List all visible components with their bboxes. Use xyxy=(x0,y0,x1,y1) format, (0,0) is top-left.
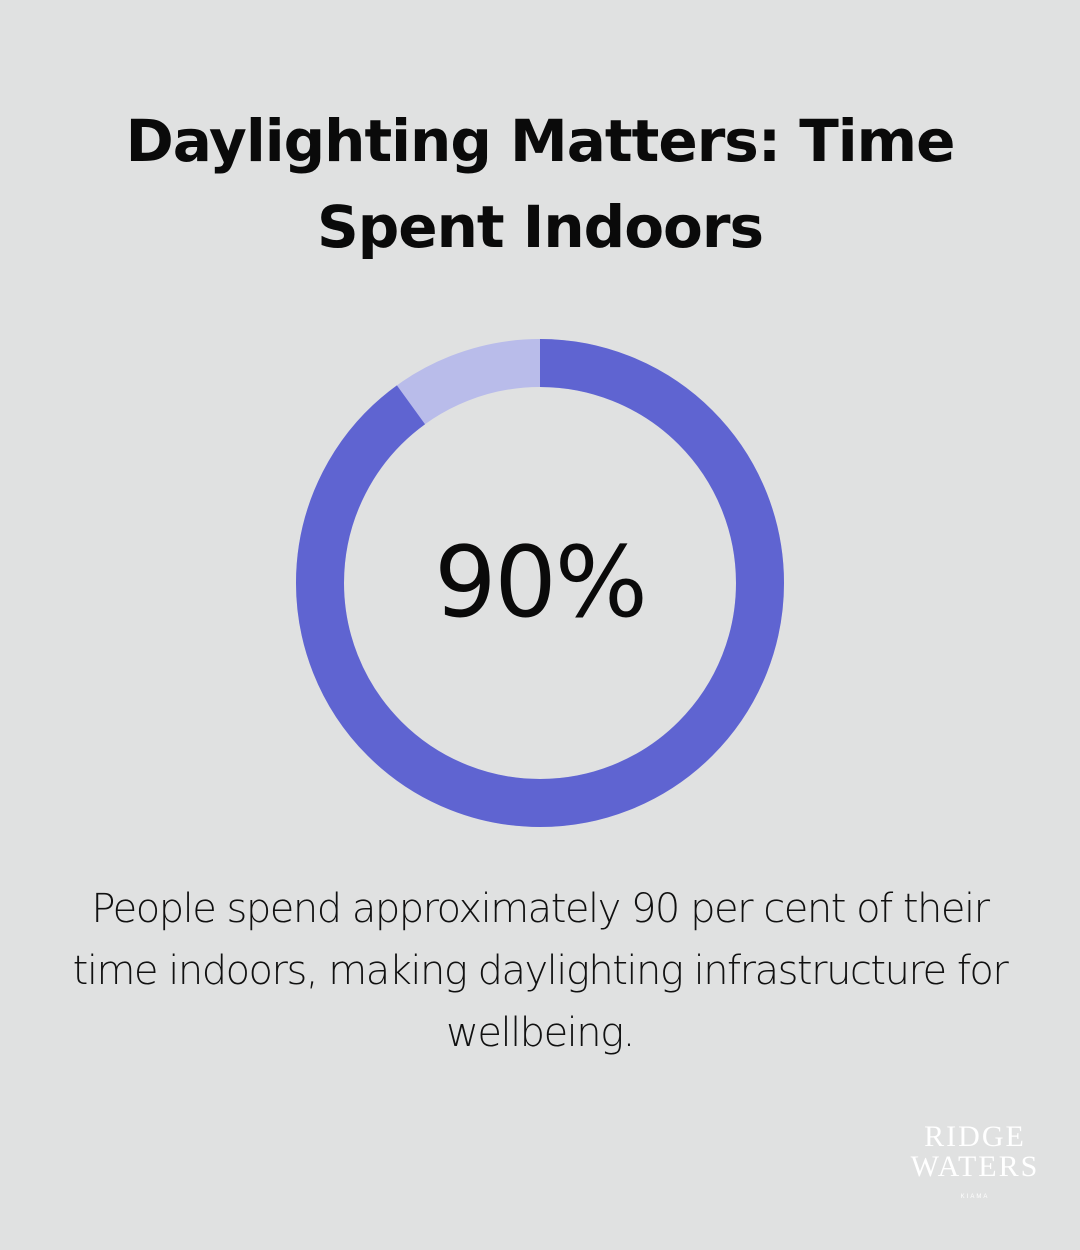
caption-text: People spend approximately 90 per cent o… xyxy=(72,886,1009,1056)
logo-line-3: KIAMA xyxy=(960,1194,990,1200)
donut-chart: 90% xyxy=(290,333,790,833)
page-title: Daylighting Matters: Time Spent Indoors xyxy=(125,107,956,261)
center-value: 90% xyxy=(434,526,648,640)
logo-line-1: RIDGE xyxy=(924,1120,1026,1153)
donut-svg xyxy=(296,339,784,827)
ridge-waters-logo: RIDGE WATERS KIAMA xyxy=(895,1120,1055,1201)
logo-line-2: WATERS xyxy=(910,1150,1040,1183)
donut-primary-segment xyxy=(296,339,784,827)
